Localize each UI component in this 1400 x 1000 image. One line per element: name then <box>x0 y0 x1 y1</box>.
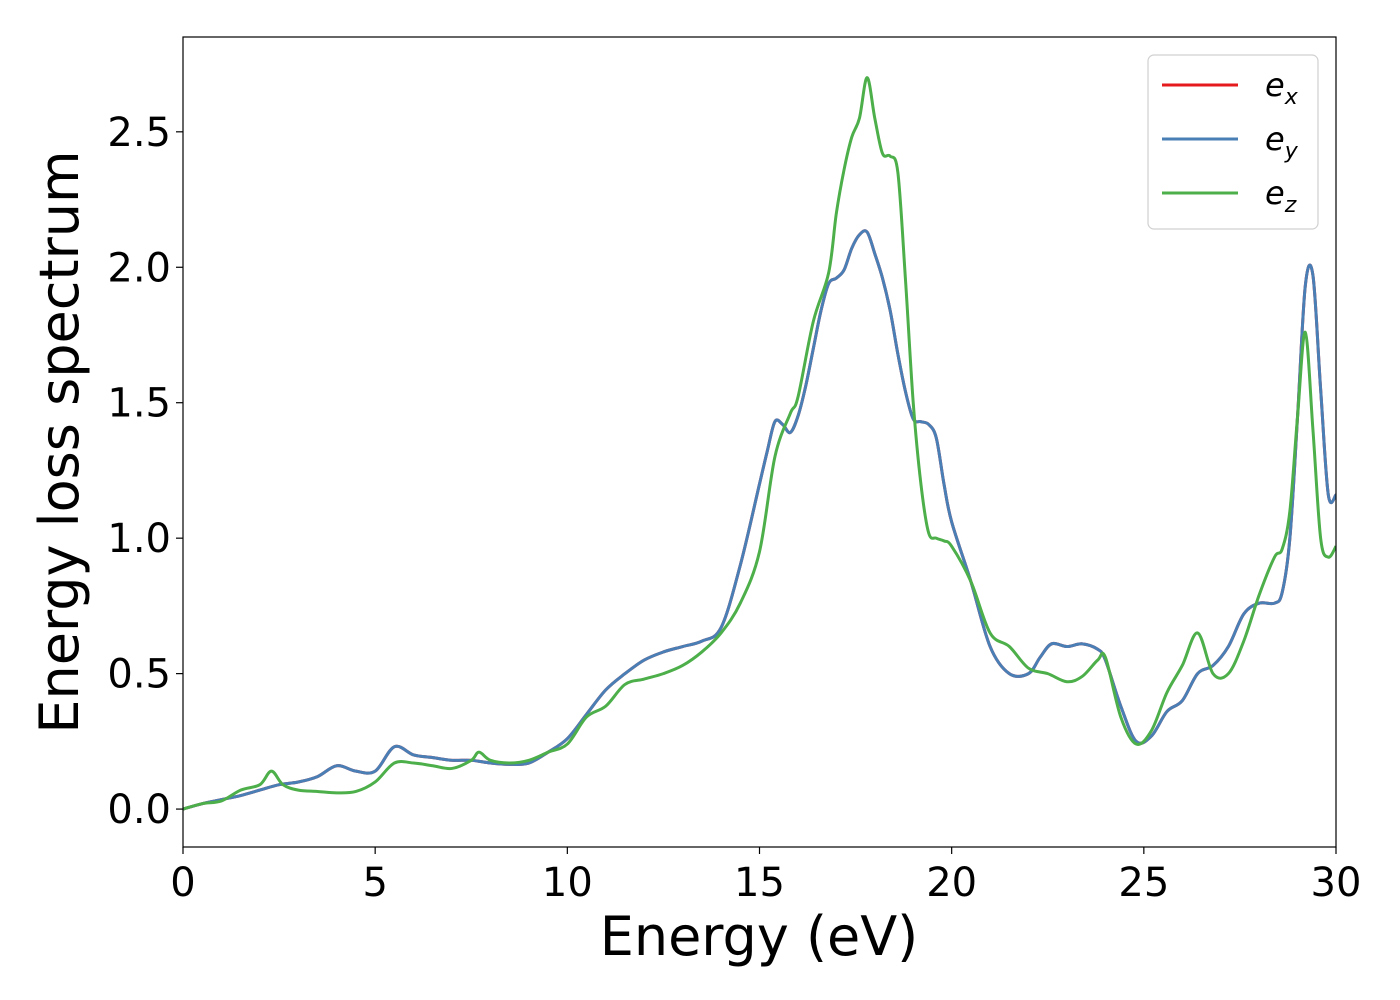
y-tick-label: 2.5 <box>107 110 171 156</box>
legend-box <box>1147 54 1319 230</box>
legend-label-subscript: x <box>1284 85 1299 110</box>
x-axis-label: Energy (eV) <box>600 905 919 968</box>
y-tick-label: 1.0 <box>107 516 171 562</box>
x-tick-label: 15 <box>734 860 785 906</box>
series-line-ey <box>183 229 1336 811</box>
x-tick-label: 5 <box>362 860 387 906</box>
y-axis-ticks: 0.0 0.5 1.0 1.5 2.0 2.5 <box>107 110 183 833</box>
y-axis-label: Energy loss spectrum <box>28 150 91 733</box>
plot-lines <box>183 76 1336 811</box>
series-line-ez <box>183 76 1336 811</box>
y-tick-label: 0.0 <box>107 787 171 833</box>
y-tick-label: 1.5 <box>107 381 171 427</box>
legend-label-subscript: y <box>1284 139 1299 164</box>
y-tick-label: 2.0 <box>107 245 171 291</box>
x-tick-label: 30 <box>1311 860 1362 906</box>
x-tick-label: 25 <box>1118 860 1169 906</box>
y-tick-label: 0.5 <box>107 652 171 698</box>
x-axis-ticks: 0 5 10 15 20 25 30 <box>170 847 1361 906</box>
x-tick-label: 10 <box>542 860 593 906</box>
legend-label-subscript: z <box>1284 193 1297 218</box>
x-tick-label: 0 <box>170 860 195 906</box>
x-tick-label: 20 <box>926 860 977 906</box>
